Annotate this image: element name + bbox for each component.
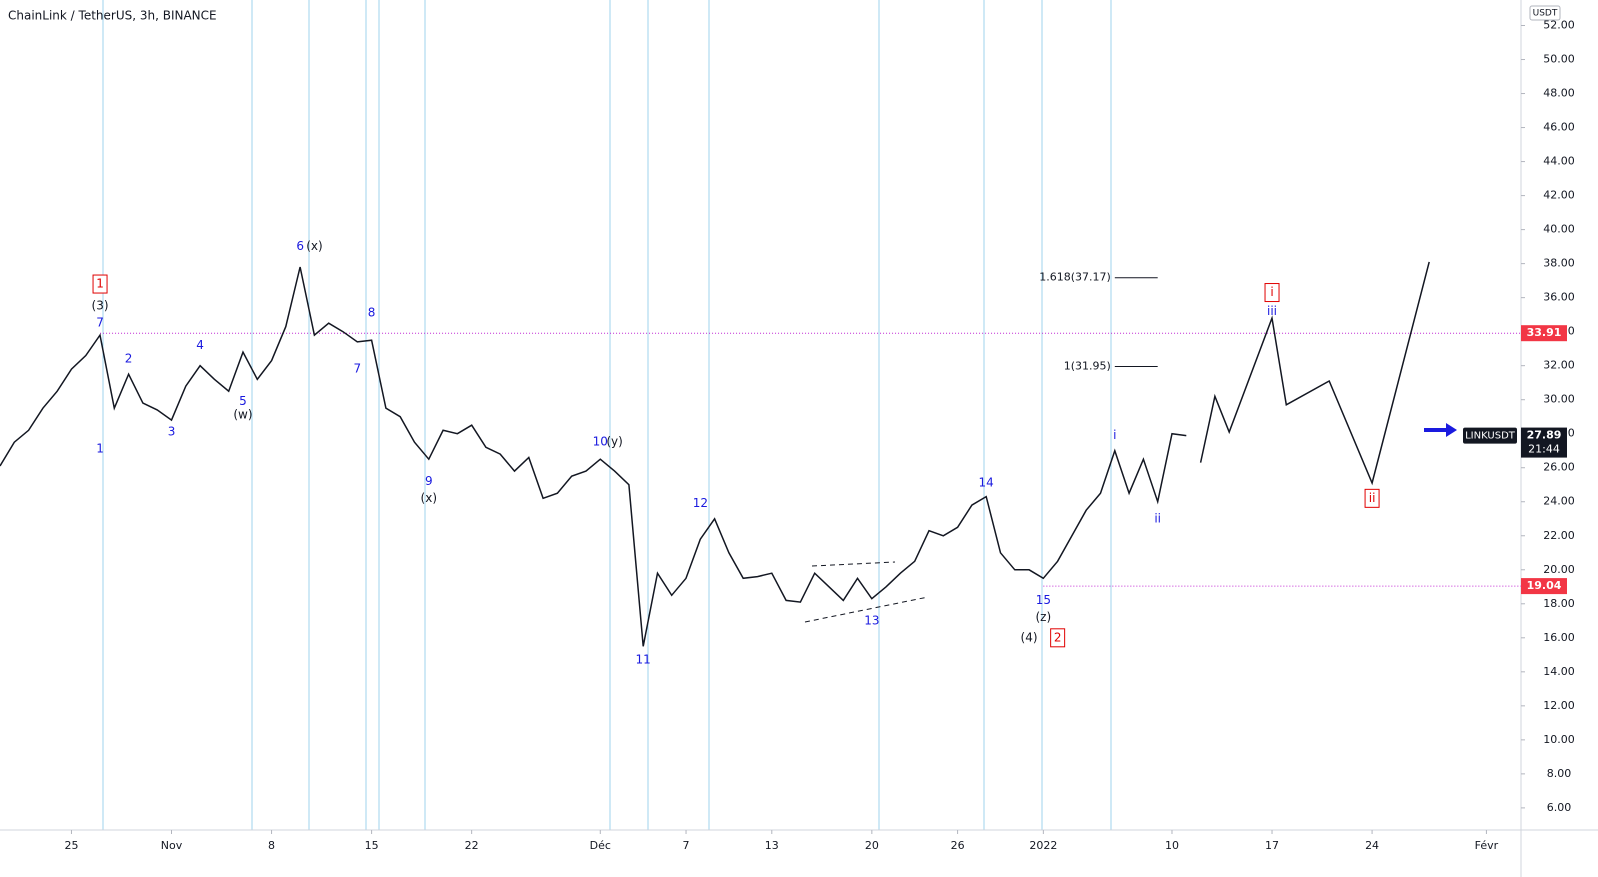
x-tick-label: Déc	[590, 839, 611, 852]
y-tick-label: 20.00	[1543, 563, 1575, 576]
annotation: 1	[96, 277, 104, 291]
triangle-lines	[804, 561, 929, 623]
y-tick-label: 40.00	[1543, 223, 1575, 236]
y-tick-label: 30.00	[1543, 393, 1575, 406]
series-tag: LINKUSDT	[1465, 431, 1516, 442]
last-value: 27.89	[1527, 429, 1562, 442]
y-tick-label: 12.00	[1543, 699, 1575, 712]
annotation: ii	[1369, 491, 1376, 505]
y-tick-label: 26.00	[1543, 461, 1575, 474]
annotation: 7	[96, 316, 104, 330]
y-tick-label: 52.00	[1543, 19, 1575, 32]
arrow	[1424, 423, 1457, 437]
x-tick-label: Févr	[1475, 839, 1499, 852]
annotation: 3	[168, 425, 176, 439]
level-label: 19.04	[1527, 579, 1562, 592]
y-tick-label: 18.00	[1543, 597, 1575, 610]
x-tick-label: 24	[1365, 839, 1379, 852]
x-tick-label: 7	[683, 839, 690, 852]
y-tick-label: 36.00	[1543, 291, 1575, 304]
annotation: 12	[693, 496, 708, 510]
currency-box	[1529, 5, 1561, 21]
annotation: (w)	[233, 408, 252, 422]
annotation: 2	[1054, 630, 1062, 644]
y-tick-label: 8.00	[1547, 767, 1572, 780]
x-tick-label: 10	[1165, 839, 1179, 852]
annotation: (z)	[1036, 610, 1052, 624]
x-tick-label: Nov	[161, 839, 183, 852]
annotation: 11	[636, 652, 651, 666]
vertical-lines	[102, 0, 1112, 830]
y-tick-label: 42.00	[1543, 189, 1575, 202]
currency: USDT	[1533, 9, 1558, 19]
price-line	[0, 266, 1187, 647]
x-tick-label: 15	[365, 839, 379, 852]
annotation: 2	[125, 351, 133, 365]
level-label-box	[1521, 578, 1567, 595]
y-tick-label: 38.00	[1543, 257, 1575, 270]
annotation: 13	[864, 613, 879, 627]
y-tick-label: 46.00	[1543, 121, 1575, 134]
annotation: i	[1113, 428, 1116, 442]
annotation: (y)	[606, 435, 622, 449]
y-tick-label: 44.00	[1543, 155, 1575, 168]
annotation: 10	[593, 435, 608, 449]
annotation: 9	[425, 474, 433, 488]
x-tick-label: 8	[268, 839, 275, 852]
annotation: 1	[96, 442, 104, 456]
annotation: 8	[368, 305, 376, 319]
annotation: 5	[239, 394, 247, 408]
x-tick-label: 13	[765, 839, 779, 852]
annotation: 15	[1036, 593, 1051, 607]
annotation: 4	[196, 338, 204, 352]
annotation: (x)	[421, 491, 437, 505]
annotation-box	[1264, 283, 1280, 303]
annotation: i	[1270, 285, 1273, 299]
countdown: 21:44	[1528, 443, 1560, 456]
y-tick-label: 6.00	[1547, 801, 1572, 814]
fib-label: 1(31.95)	[1064, 360, 1111, 373]
annotation-box	[1050, 628, 1066, 648]
annotation: 14	[979, 476, 994, 490]
annotation: 6	[296, 239, 304, 253]
chart-title: ChainLink / TetherUS, 3h, BINANCE	[8, 9, 217, 23]
projection-line	[1199, 261, 1430, 486]
y-tick-label: 48.00	[1543, 87, 1575, 100]
annotation: 7	[353, 362, 361, 376]
y-tick-label: 14.00	[1543, 665, 1575, 678]
y-tick-label: 32.00	[1543, 359, 1575, 372]
y-tick-label: 22.00	[1543, 529, 1575, 542]
annotation: iii	[1267, 304, 1277, 318]
level-label: 33.91	[1527, 326, 1562, 339]
x-tick-label: 20	[865, 839, 879, 852]
series-tag-box	[1463, 427, 1517, 444]
fib-label: 1.618(37.17)	[1039, 271, 1111, 284]
y-tick-label: 24.00	[1543, 495, 1575, 508]
annotation-box	[92, 274, 108, 294]
y-tick-label: 16.00	[1543, 631, 1575, 644]
annotation: ii	[1154, 511, 1161, 525]
annotation: (4)	[1021, 630, 1038, 644]
x-tick-label: 17	[1265, 839, 1279, 852]
last-value-box	[1521, 427, 1567, 458]
level-label-box	[1521, 325, 1567, 342]
annotation-box	[1364, 488, 1380, 508]
y-tick-label: 10.00	[1543, 733, 1575, 746]
annotation: (3)	[92, 299, 109, 313]
annotation: (x)	[306, 239, 322, 253]
x-tick-label: 25	[64, 839, 78, 852]
y-tick-label: 50.00	[1543, 53, 1575, 66]
x-tick-label: 22	[465, 839, 479, 852]
x-tick-label: 26	[951, 839, 965, 852]
x-tick-label: 2022	[1029, 839, 1057, 852]
